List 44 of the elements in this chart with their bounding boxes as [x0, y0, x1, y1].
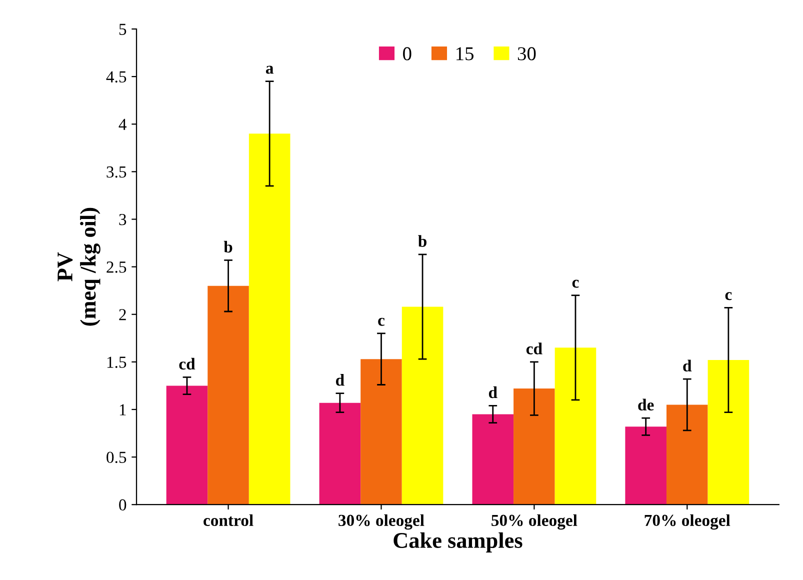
legend-label: 30 — [518, 47, 536, 60]
y-tick-label: 2 — [119, 309, 126, 320]
bar — [402, 306, 444, 505]
annotation: c — [725, 292, 732, 300]
y-tick-label: 4.5 — [106, 71, 126, 83]
annotation: d — [336, 374, 344, 386]
annotation: de — [638, 398, 654, 410]
annotation: c — [378, 318, 385, 326]
annotation: d — [683, 360, 692, 372]
bar — [166, 386, 208, 505]
y-tick-label: 0.5 — [106, 452, 126, 464]
bar — [208, 286, 249, 505]
bar — [625, 426, 666, 505]
annotation: b — [418, 235, 426, 247]
y-tick-label: 5 — [119, 24, 126, 35]
x-tick-label: 50% oleogel — [492, 514, 578, 530]
annotation: d — [488, 386, 498, 398]
bar — [248, 134, 290, 505]
annotation: b — [224, 240, 232, 253]
bar — [554, 348, 596, 505]
x-tick-label: 70% oleogel — [644, 514, 730, 530]
legend-label: 0 — [403, 47, 412, 60]
bar — [514, 388, 555, 505]
y-tick-label: 3 — [119, 214, 126, 226]
legend-label: 15 — [456, 47, 474, 60]
annotation: a — [266, 66, 274, 74]
y-tick-label: 0 — [119, 499, 126, 511]
x-axis-title: Cake samples — [394, 532, 522, 552]
x-tick-label: control — [204, 514, 254, 526]
y-tick-label: 2.5 — [106, 262, 126, 273]
bar — [360, 359, 402, 505]
bar — [472, 414, 514, 505]
annotation: cd — [526, 342, 542, 354]
bar — [666, 404, 708, 505]
annotation: cd — [179, 358, 196, 370]
y-tick-label: 4 — [118, 118, 127, 130]
x-tick-label: 30% oleogel — [338, 514, 424, 530]
y-tick-label: 1.5 — [107, 356, 126, 368]
y-tick-label: 3.5 — [106, 166, 126, 178]
y-tick-label: 1 — [120, 404, 126, 416]
y-axis-title: PV (meq /kg oil) — [58, 208, 100, 326]
annotation: c — [572, 280, 579, 288]
bar — [708, 360, 750, 505]
bar — [319, 402, 361, 505]
